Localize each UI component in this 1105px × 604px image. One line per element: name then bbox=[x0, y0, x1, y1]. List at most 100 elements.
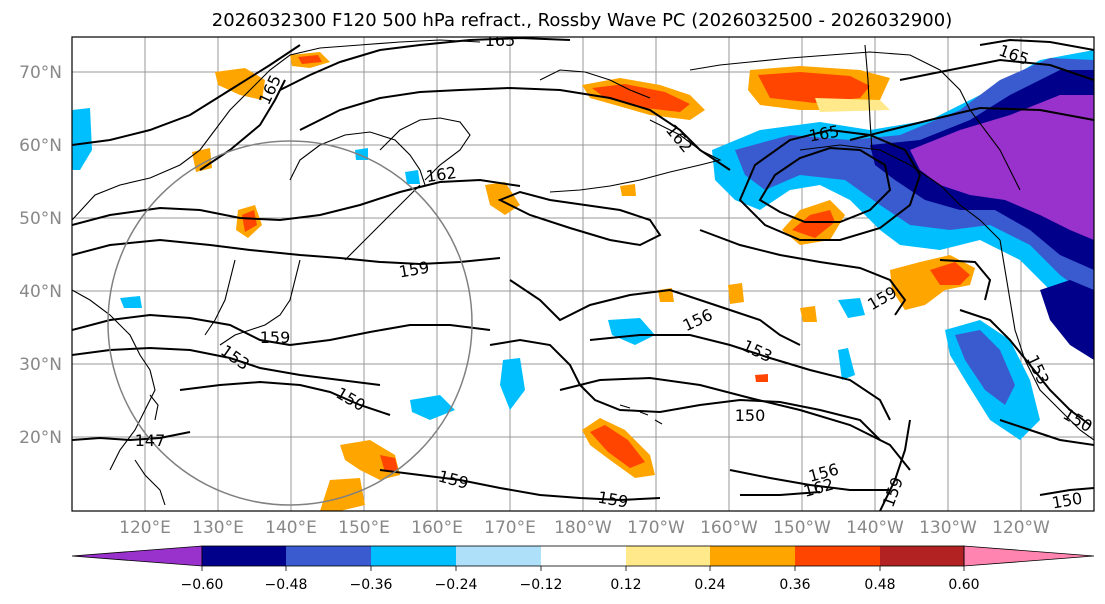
shade-small-orange5 bbox=[800, 306, 817, 322]
lat-label: 70°N bbox=[19, 63, 62, 83]
contour-159-se bbox=[879, 419, 911, 511]
shade-southchina-red bbox=[380, 455, 398, 472]
shade-siberia-red2 bbox=[298, 55, 322, 64]
lon-label: 160°E bbox=[411, 518, 463, 538]
colorbar-tick-label: −0.36 bbox=[350, 577, 393, 593]
shade-bering-red bbox=[592, 84, 690, 112]
contour-156-south bbox=[729, 469, 890, 491]
shade-bottom-orange bbox=[320, 478, 365, 511]
contour-alaska-loop2 bbox=[738, 128, 922, 241]
shading-negative bbox=[72, 50, 1094, 440]
colorbar-segment bbox=[456, 546, 541, 566]
contour-alaska-loop bbox=[758, 146, 892, 223]
shade-hawaii-red bbox=[590, 425, 645, 468]
colorbar-tick-label: 0.36 bbox=[779, 577, 810, 593]
lon-label: 160°W bbox=[700, 518, 758, 538]
contour-153-east bbox=[589, 334, 891, 421]
contour-156-mid bbox=[509, 279, 801, 346]
shade-small-orange4 bbox=[620, 184, 636, 196]
lon-label: 170°W bbox=[627, 518, 685, 538]
coast-gulf bbox=[799, 144, 1001, 241]
lon-label: 150°E bbox=[338, 518, 390, 538]
lon-label: 130°E bbox=[192, 518, 244, 538]
contour-165-ne bbox=[979, 38, 1094, 51]
contour-162-mid bbox=[299, 86, 731, 171]
shade-east-red bbox=[930, 262, 970, 285]
lon-label: 140°W bbox=[846, 518, 904, 538]
colorbar-segment bbox=[626, 546, 710, 566]
colorbar-tick-label: −0.60 bbox=[181, 577, 224, 593]
shade-gulf-red bbox=[792, 210, 835, 238]
longitude-labels: 120°E 130°E 140°E 150°E 160°E 170°E 180°… bbox=[119, 518, 1050, 538]
contour-label: 150 bbox=[735, 406, 766, 425]
contour-159-south bbox=[379, 469, 661, 502]
coast-philippines bbox=[134, 459, 166, 506]
lat-label: 30°N bbox=[19, 355, 62, 375]
shade-westcoast-dark bbox=[955, 330, 1015, 405]
contour-165-loop bbox=[199, 79, 286, 171]
map-frame bbox=[71, 36, 1095, 512]
figure-title: 2026032300 F120 500 hPa refract., Rossby… bbox=[212, 10, 953, 31]
colorbar-frame bbox=[201, 545, 965, 567]
colorbar-tick-label: −0.24 bbox=[435, 577, 478, 593]
contour-165-ne2 bbox=[899, 58, 1094, 81]
shade-central-blue bbox=[608, 318, 655, 345]
influence-circle bbox=[107, 140, 473, 506]
shade-japan-blue bbox=[120, 296, 142, 308]
contour-153-japan bbox=[72, 346, 381, 386]
coast-hawaii bbox=[619, 404, 663, 425]
contour-159-lower bbox=[72, 313, 491, 347]
contour-159-right bbox=[939, 259, 992, 301]
colorbar-tick-label: 0.24 bbox=[694, 577, 725, 593]
contour-159-east bbox=[699, 229, 907, 316]
coast-china bbox=[72, 289, 156, 471]
contour-label: 159 bbox=[596, 488, 629, 512]
coast-alaska bbox=[689, 51, 1021, 191]
shade-manchuria-red bbox=[242, 210, 257, 232]
shade-kamchatka-blue2 bbox=[405, 170, 420, 184]
shade-westcoast-navy bbox=[1040, 280, 1094, 360]
coast-asia bbox=[72, 39, 481, 221]
coast-kuril bbox=[344, 184, 421, 261]
contour-147 bbox=[72, 431, 191, 442]
contour-159-upper bbox=[72, 178, 521, 226]
colorbar-segment bbox=[710, 546, 795, 566]
lon-label: 180°W bbox=[554, 518, 612, 538]
shade-small-orange2 bbox=[728, 283, 744, 304]
contour-label: 150 bbox=[1050, 489, 1083, 513]
shade-pacific-blue bbox=[410, 395, 455, 420]
colorbar-segment bbox=[880, 546, 964, 566]
lon-label: 170°E bbox=[484, 518, 536, 538]
colorbar-tick-label: −0.48 bbox=[265, 577, 308, 593]
colorbar-min-extend bbox=[71, 545, 203, 567]
lat-label: 40°N bbox=[19, 282, 62, 302]
contour-156-low bbox=[489, 338, 881, 441]
colorbar-segment bbox=[286, 546, 371, 566]
colorbar-segment bbox=[371, 546, 456, 566]
lon-label: 150°W bbox=[773, 518, 831, 538]
contour-label: 147 bbox=[135, 431, 166, 450]
lon-label: 140°E bbox=[265, 518, 317, 538]
shade-pacific-blue2 bbox=[838, 298, 865, 318]
contour-162-north bbox=[72, 44, 301, 146]
contour-162-south bbox=[740, 491, 821, 496]
coast-aleutians bbox=[549, 119, 722, 193]
coast-korea bbox=[204, 259, 236, 336]
colorbar: −0.60 −0.48 −0.36 −0.24 −0.12 0.12 0.24 … bbox=[71, 545, 1095, 593]
contour-label: 162 bbox=[425, 163, 458, 186]
contour-label: 165 bbox=[485, 31, 516, 50]
colorbar-segment bbox=[202, 546, 286, 566]
latitude-labels: 70°N 60°N 50°N 40°N 30°N 20°N bbox=[19, 63, 62, 448]
coast-taiwan bbox=[149, 394, 159, 421]
contour-159-blob bbox=[497, 190, 662, 247]
contour-label: 159 bbox=[260, 328, 291, 347]
coast-chukotka bbox=[539, 69, 651, 99]
shade-alaska-purple bbox=[910, 95, 1094, 240]
coast-okhotsk bbox=[289, 131, 426, 186]
lat-label: 60°N bbox=[19, 136, 62, 156]
contour-east-long bbox=[849, 106, 1094, 141]
lon-label: 120°W bbox=[992, 518, 1050, 538]
shade-central-blue2 bbox=[500, 358, 525, 410]
contour-165-north bbox=[279, 37, 571, 91]
